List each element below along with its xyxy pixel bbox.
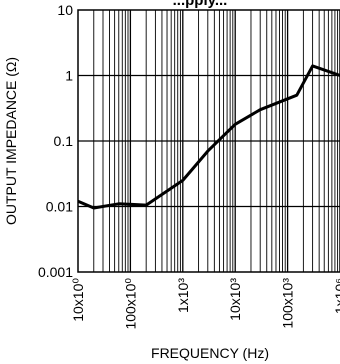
y-axis-title: OUTPUT IMPEDANCE (Ω) [3, 57, 19, 225]
x-tick-label: 10x10³ [227, 278, 243, 321]
y-tick-label: 0.1 [54, 133, 74, 149]
grid [78, 10, 340, 272]
x-tick-label: 100x10³ [280, 278, 296, 329]
x-tick-label: 1x10³ [175, 278, 191, 313]
x-axis-title: FREQUENCY (Hz) [151, 345, 269, 361]
x-tick-label: 100x10⁰ [122, 278, 138, 330]
x-tick-label: 10x10⁰ [70, 278, 86, 322]
chart-title-fragment: ...pply... [173, 0, 228, 9]
y-axis-ticks: 10 1 0.1 0.01 0.001 [38, 2, 73, 280]
y-tick-label: 0.001 [38, 264, 73, 280]
plot-frame [77, 9, 340, 273]
y-tick-label: 0.01 [46, 199, 73, 215]
series-line-output-impedance [77, 64, 340, 210]
y-tick-label: 1 [65, 68, 73, 84]
x-tick-label: 1x10⁶ [332, 278, 340, 314]
x-axis-ticks: 10x10⁰ 100x10⁰ 1x10³ 10x10³ 100x10³ 1x10⁶ [70, 278, 340, 330]
y-tick-label: 10 [57, 2, 73, 18]
